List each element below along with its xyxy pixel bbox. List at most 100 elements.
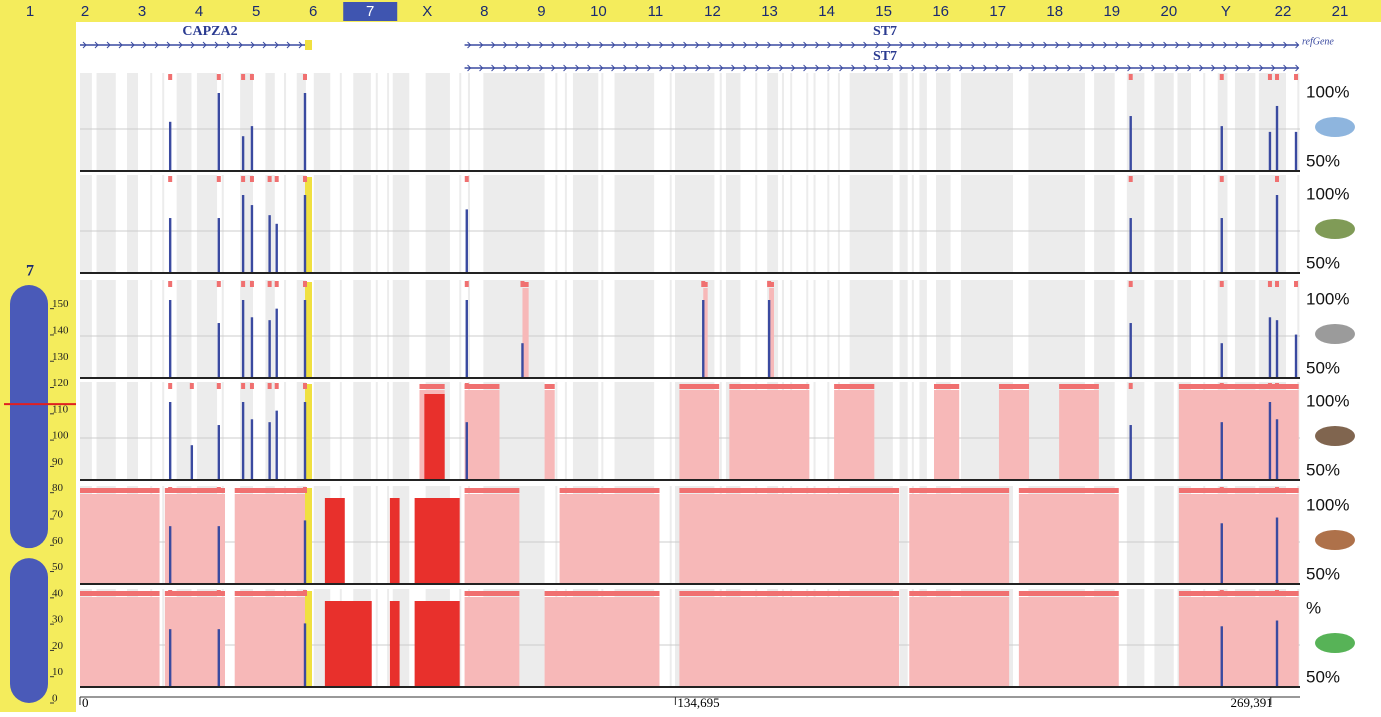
peak xyxy=(304,93,306,172)
gap-stripe xyxy=(908,175,912,274)
gap-stripe xyxy=(816,382,828,481)
region-cap xyxy=(560,488,660,493)
gap-stripe xyxy=(808,175,813,274)
gap-stripe xyxy=(116,382,127,481)
chromosome-tab[interactable]: 16 xyxy=(932,3,949,20)
peak-cap xyxy=(465,383,469,389)
chromosome-tab[interactable]: 19 xyxy=(1103,3,1120,20)
gap-stripe xyxy=(330,280,340,379)
peak-cap xyxy=(1220,487,1224,493)
gap-stripe xyxy=(1115,73,1127,172)
gap-stripe xyxy=(450,175,459,274)
ideogram-tick-label: 130 xyxy=(52,351,69,363)
highlight-region xyxy=(325,498,345,585)
peak xyxy=(218,93,220,172)
region-cap xyxy=(1179,591,1299,596)
gap-stripe xyxy=(1144,73,1154,172)
chromosome-tab[interactable]: 3 xyxy=(138,3,146,20)
region-cap xyxy=(679,384,719,389)
species-icon xyxy=(1315,530,1355,550)
gap-stripe xyxy=(138,280,150,379)
peak xyxy=(218,425,220,481)
gap-stripe xyxy=(927,73,936,172)
gap-stripe xyxy=(545,175,556,274)
chromosome-tab[interactable]: 14 xyxy=(818,3,835,20)
gap-stripe xyxy=(224,382,240,481)
gap-stripe xyxy=(286,382,297,481)
peak xyxy=(251,126,253,172)
gap-stripe xyxy=(378,382,387,481)
peak xyxy=(169,402,171,481)
gap-stripe xyxy=(654,382,670,481)
peak xyxy=(1221,422,1223,481)
chromosome-tab[interactable]: 4 xyxy=(195,3,203,20)
gap-stripe xyxy=(784,175,790,274)
region-cap xyxy=(999,384,1029,389)
ideogram-tick-label: 140 xyxy=(52,324,69,336)
chromosome-tab[interactable]: 8 xyxy=(480,3,488,20)
peak-cap xyxy=(217,281,221,287)
chromosome-tab[interactable]: 2 xyxy=(81,3,89,20)
gap-stripe xyxy=(893,280,900,379)
gap-stripe xyxy=(470,73,483,172)
x-tick-label: 0 xyxy=(82,695,89,710)
chromosome-tab[interactable]: 18 xyxy=(1046,3,1063,20)
chromosome-tab[interactable]: 5 xyxy=(252,3,260,20)
gap-stripe xyxy=(1013,73,1028,172)
chromosome-tab[interactable]: Y xyxy=(1221,3,1231,20)
gap-stripe xyxy=(951,175,961,274)
ideogram-tick-label: 0 xyxy=(52,693,58,705)
chromosome-tab[interactable]: 1 xyxy=(26,3,34,20)
highlight-region xyxy=(415,498,460,585)
track-border xyxy=(80,583,1300,585)
gap-stripe xyxy=(816,175,828,274)
peak xyxy=(304,520,306,585)
region-cap xyxy=(235,488,305,493)
chromosome-tab[interactable]: 21 xyxy=(1332,3,1349,20)
gap-stripe xyxy=(378,73,387,172)
gap-stripe xyxy=(740,175,755,274)
gap-stripe xyxy=(567,73,573,172)
gap-stripe xyxy=(378,175,387,274)
region-cap xyxy=(1179,488,1299,493)
chromosome-arm xyxy=(10,558,48,703)
gene-name: ST7 xyxy=(873,49,897,64)
chromosome-tab[interactable]: 9 xyxy=(537,3,545,20)
chromosome-tab[interactable]: 13 xyxy=(761,3,778,20)
chromosome-tab[interactable]: 6 xyxy=(309,3,317,20)
region-cap xyxy=(80,488,160,493)
peak-cap xyxy=(1129,383,1133,389)
peak xyxy=(1269,317,1271,379)
peak-cap xyxy=(168,74,172,80)
gap-stripe xyxy=(778,73,782,172)
gap-stripe xyxy=(557,175,565,274)
region-cap xyxy=(235,591,305,596)
chromosome-tab[interactable]: 17 xyxy=(989,3,1006,20)
species-icon xyxy=(1315,219,1355,239)
region-cap xyxy=(1059,384,1099,389)
gap-stripe xyxy=(757,175,767,274)
gap-stripe xyxy=(808,73,813,172)
conserved-region xyxy=(729,390,809,481)
conserved-region xyxy=(80,597,160,688)
conserved-region xyxy=(679,390,719,481)
top-label: 100% xyxy=(1306,391,1349,410)
chromosome-tab[interactable]: 12 xyxy=(704,3,721,20)
chromosome-tab[interactable]: 11 xyxy=(648,3,664,20)
region-cap xyxy=(465,591,520,596)
chromosome-tab[interactable]: X xyxy=(422,3,432,20)
chromosome-tab[interactable]: 10 xyxy=(590,3,607,20)
gap-stripe xyxy=(816,280,828,379)
peak-cap xyxy=(520,281,524,287)
peak-cap xyxy=(1275,383,1279,389)
chromosome-tab[interactable]: 20 xyxy=(1161,3,1178,20)
peak xyxy=(1269,132,1271,172)
peak xyxy=(304,623,306,688)
peak-cap xyxy=(1294,74,1298,80)
chromosome-tab[interactable]: 7 xyxy=(366,3,374,20)
gap-stripe xyxy=(371,382,376,481)
gap-stripe xyxy=(557,280,565,379)
chromosome-tab[interactable]: 15 xyxy=(875,3,892,20)
gap-stripe xyxy=(224,175,240,274)
chromosome-tab[interactable]: 22 xyxy=(1275,3,1292,20)
